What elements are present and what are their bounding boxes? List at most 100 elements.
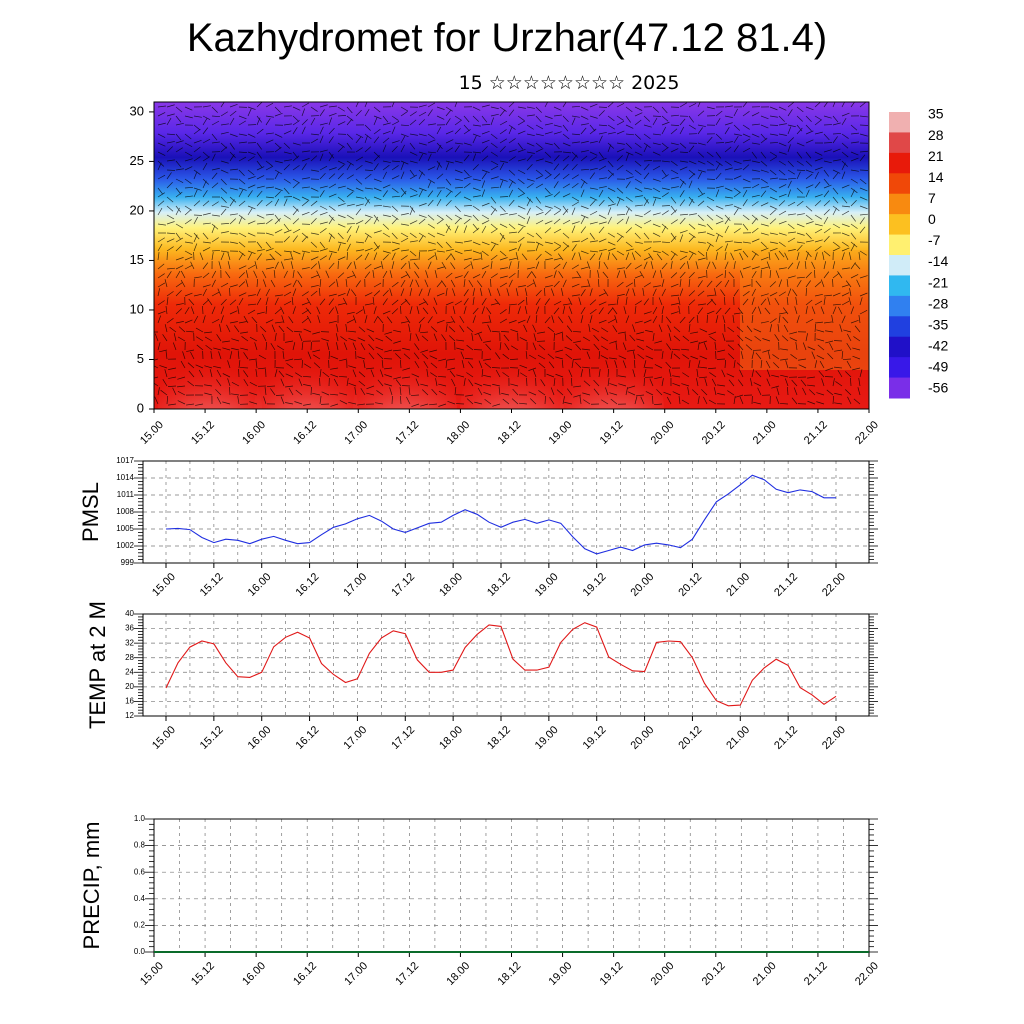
wind-vector [636, 394, 645, 397]
wind-vector [211, 172, 218, 180]
wind-vector [319, 109, 325, 117]
wind-vector [420, 403, 429, 407]
wind-vector [841, 247, 850, 252]
wind-vector [229, 110, 237, 117]
wind-vector [420, 383, 429, 387]
wind-vector [526, 133, 535, 137]
wind-vector [463, 298, 469, 306]
wind-vector [400, 144, 405, 153]
wind-vector [346, 191, 354, 198]
wind-vector [778, 279, 782, 288]
wind-vector [616, 164, 624, 171]
wind-vector [337, 164, 345, 171]
wind-vector [303, 328, 312, 333]
wind-vector [526, 142, 535, 147]
wind-vector [204, 336, 213, 342]
wind-vector [498, 387, 501, 396]
wind-vector [306, 297, 312, 306]
wind-vector [589, 299, 597, 306]
wind-vector [328, 127, 335, 135]
wind-vector [346, 226, 352, 234]
wind-vector [166, 291, 174, 297]
wind-vector [787, 137, 794, 144]
wind-vector [775, 270, 780, 279]
wind-vector [490, 302, 499, 306]
wind-vector [544, 395, 546, 405]
wind-vector [823, 102, 829, 108]
wind-vector [220, 123, 229, 126]
wind-vector [745, 344, 753, 351]
wind-vector [238, 189, 244, 198]
wind-vector [714, 342, 717, 351]
wind-vector [472, 106, 481, 111]
wind-vector [346, 234, 351, 243]
wind-vector [447, 400, 456, 405]
wind-vector [154, 396, 159, 405]
wind-vector [654, 376, 663, 380]
wind-vector [653, 403, 663, 406]
wind-vector [409, 250, 417, 257]
wind-vector [760, 293, 769, 297]
wind-vector [480, 252, 483, 261]
wind-vector [238, 265, 247, 270]
wind-vector [823, 133, 830, 141]
wind-vector [688, 223, 696, 230]
wind-vector [634, 223, 643, 229]
wind-vector [301, 211, 310, 216]
wind-vector [706, 106, 715, 110]
wind-vector [556, 389, 564, 396]
wind-vector [643, 377, 645, 387]
wind-vector [598, 124, 607, 127]
wind-vector [572, 358, 582, 360]
wind-vector [832, 261, 836, 270]
wind-vector [270, 279, 276, 288]
wind-vector [337, 173, 344, 180]
wind-vector [625, 297, 628, 306]
wind-vector [472, 258, 481, 261]
wind-vector [517, 226, 524, 234]
wind-vector [727, 390, 735, 396]
wind-vector [627, 385, 636, 389]
wind-vector [408, 387, 411, 396]
wind-vector [544, 227, 552, 234]
wind-vector [742, 133, 751, 138]
wind-vector [589, 232, 595, 240]
wind-vector [607, 216, 612, 225]
wind-vector [562, 102, 567, 108]
wind-vector [391, 214, 399, 221]
heatmap-x-tick-label: 20.12 [700, 419, 728, 447]
wind-vector [364, 196, 371, 204]
wind-vector [670, 142, 679, 146]
wind-vector [382, 205, 391, 208]
wind-vector [814, 102, 822, 108]
wind-vector [358, 380, 366, 387]
wind-vector [571, 182, 579, 189]
wind-vector [481, 298, 487, 306]
wind-vector [283, 300, 292, 306]
wind-vector [162, 334, 168, 342]
wind-vector [634, 300, 642, 306]
wind-vector [499, 162, 505, 171]
wind-vector [508, 303, 517, 306]
wind-vector [292, 306, 296, 315]
wind-vector [303, 384, 312, 387]
wind-vector [322, 371, 330, 378]
wind-vector [607, 115, 615, 122]
wind-vector [373, 306, 377, 315]
series-line [165, 474, 836, 555]
wind-vector [256, 160, 263, 168]
wind-vector [328, 298, 335, 306]
wind-vector [625, 176, 634, 180]
wind-vector [319, 248, 328, 252]
wind-vector [301, 252, 305, 261]
wind-vector [598, 214, 607, 219]
wind-vector [249, 336, 258, 342]
wind-vector [515, 288, 519, 297]
wind-vector [175, 245, 182, 252]
wind-vector [256, 214, 265, 219]
wind-vector [164, 279, 168, 288]
wind-vector [609, 357, 618, 360]
wind-vector [562, 163, 569, 171]
wind-vector [766, 369, 771, 378]
wind-vector [503, 334, 510, 342]
